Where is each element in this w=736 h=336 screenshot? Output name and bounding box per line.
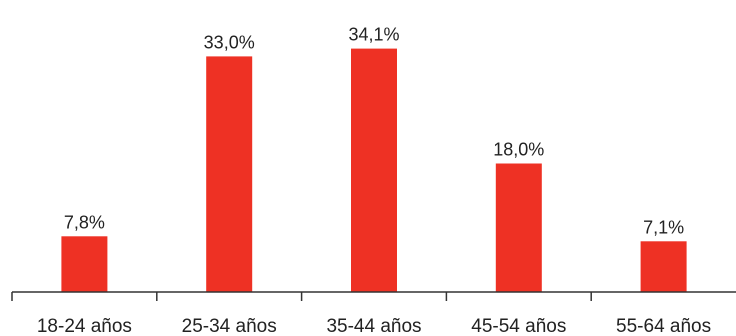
x-tick-label-4: 45-54 años bbox=[471, 316, 566, 336]
bars-group bbox=[61, 48, 687, 293]
x-tick-label-5: 55-64 años bbox=[616, 316, 711, 336]
x-tick-label-1: 18-24 años bbox=[37, 316, 132, 336]
data-label-5: 7,1% bbox=[643, 217, 684, 237]
data-label-4: 18,0% bbox=[493, 140, 544, 160]
x-tick-label-3: 35-44 años bbox=[326, 316, 421, 336]
x-axis-ticks-group bbox=[11, 292, 592, 301]
data-label-1: 7,8% bbox=[64, 212, 105, 232]
bar-4 bbox=[495, 163, 542, 292]
x-tick-label-2: 25-34 años bbox=[182, 316, 277, 336]
data-label-3: 34,1% bbox=[348, 25, 399, 45]
bar-3 bbox=[351, 48, 397, 292]
bar-5 bbox=[640, 241, 687, 292]
data-label-2: 33,0% bbox=[204, 32, 255, 52]
data-labels-group: 7,8% 33,0% 34,1% 18,0% 7,1% bbox=[64, 25, 684, 238]
x-axis-tick-labels-group: 18-24 años 25-34 años 35-44 años 45-54 años… bbox=[37, 316, 711, 336]
bar-2 bbox=[206, 56, 253, 293]
bar-1 bbox=[61, 236, 108, 292]
